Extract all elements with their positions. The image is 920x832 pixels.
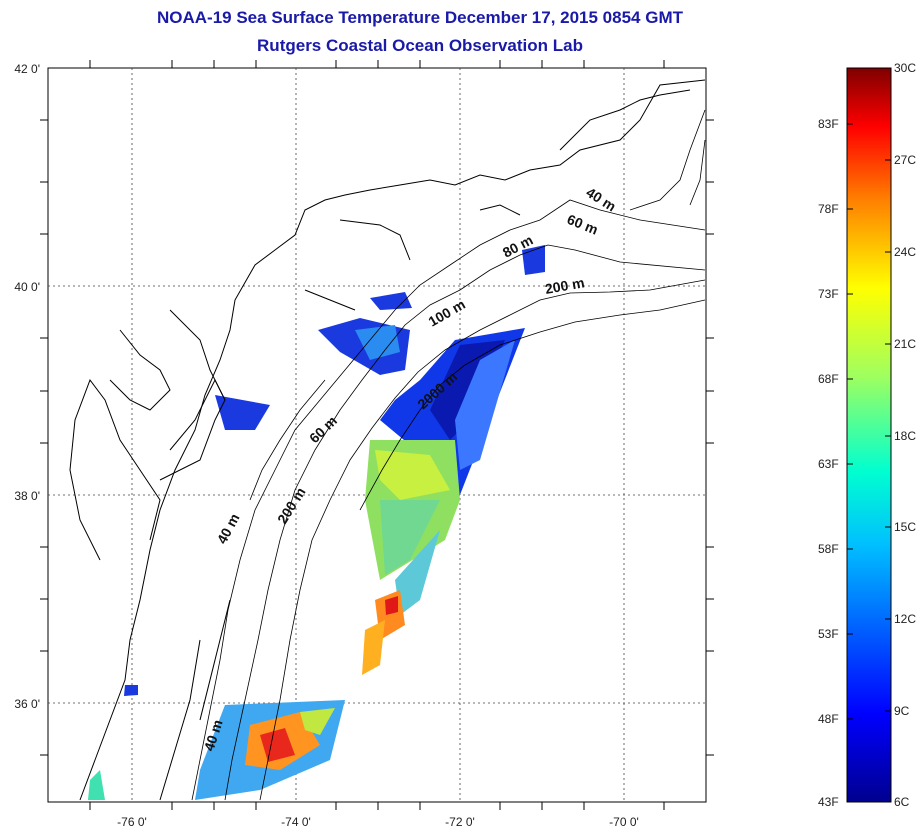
bathymetry-contours [191, 109, 706, 801]
colorbar-ticks [847, 123, 891, 720]
coastline [69, 79, 706, 801]
lon-label: -70 0' [609, 815, 639, 829]
map-title: NOAA-19 Sea Surface Temperature December… [157, 8, 683, 27]
colorbar-c-label: 6C [894, 795, 910, 809]
lat-label: 40 0' [14, 280, 40, 294]
map-subtitle: Rutgers Coastal Ocean Observation Lab [257, 36, 583, 55]
map-frame [47, 67, 707, 803]
lon-label: -72 0' [445, 815, 475, 829]
colorbar [846, 67, 892, 803]
colorbar-f-label: 53F [818, 627, 839, 641]
colorbar-f-label: 73F [818, 287, 839, 301]
colorbar-f-label: 63F [818, 457, 839, 471]
colorbar-f-label: 68F [818, 372, 839, 386]
colorbar-f-label: 43F [818, 795, 839, 809]
colorbar-c-label: 12C [894, 612, 917, 626]
frame-ticks [40, 60, 714, 810]
latitude-labels: 42 0' 40 0' 38 0' 36 0' [14, 62, 40, 711]
contour-label: 200 m [544, 274, 586, 297]
colorbar-c-label: 15C [894, 520, 917, 534]
colorbar-c-label: 9C [894, 704, 910, 718]
colorbar-c-label: 24C [894, 245, 917, 259]
colorbar-c-label: 30C [894, 61, 917, 75]
lat-label: 42 0' [14, 62, 40, 76]
colorbar-f-label: 83F [818, 117, 839, 131]
lon-label: -76 0' [117, 815, 147, 829]
lat-label: 36 0' [14, 697, 40, 711]
colorbar-f-label: 48F [818, 712, 839, 726]
colorbar-f-label: 78F [818, 202, 839, 216]
colorbar-f-label: 58F [818, 542, 839, 556]
longitude-labels: -76 0' -74 0' -72 0' -70 0' [117, 815, 639, 829]
colorbar-c-label: 18C [894, 429, 917, 443]
colorbar-c-label: 27C [894, 153, 917, 167]
lat-label: 38 0' [14, 489, 40, 503]
lon-label: -74 0' [281, 815, 311, 829]
sst-swath [88, 245, 545, 800]
colorbar-c-label: 21C [894, 337, 917, 351]
